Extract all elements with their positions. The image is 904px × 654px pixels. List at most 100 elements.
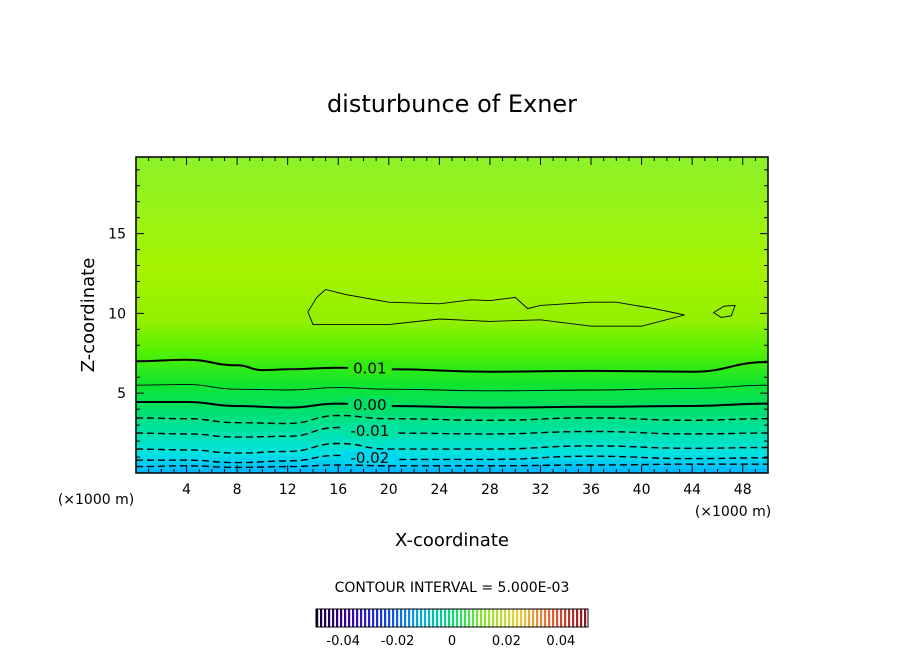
colorbar-tick-label: -0.02 (381, 634, 415, 649)
x-tick-label: 12 (279, 482, 297, 498)
colorbar-stripe (336, 609, 339, 627)
colorbar-stripe (560, 609, 563, 627)
y-tick-label: 10 (108, 306, 126, 322)
contour-label: 0.01 (353, 360, 386, 378)
colorbar-stripe (556, 609, 559, 627)
colorbar-stripe (396, 609, 399, 627)
x-tick-label: 36 (582, 482, 600, 498)
colorbar-tick-label: 0.04 (546, 634, 575, 649)
colorbar-stripe (344, 609, 347, 627)
colorbar-stripe (480, 609, 483, 627)
contour-line (136, 414, 768, 425)
colorbar-stripe (580, 609, 583, 627)
colorbar: -0.04 -0.02 0 0.02 0.04 (315, 608, 589, 649)
contour-line (712, 304, 736, 318)
colorbar-stripe (376, 609, 379, 627)
contour-label-gap (343, 449, 397, 464)
colorbar-stripe (548, 609, 551, 627)
contour-interval-text: CONTOUR INTERVAL = 5.000E-03 (335, 580, 570, 596)
colorbar-stripe (508, 609, 511, 627)
colorbar-stripe (572, 609, 575, 627)
colorbar-stripe (444, 609, 447, 627)
contour-label: -0.01 (350, 422, 389, 440)
colorbar-stripe (448, 609, 451, 627)
contour-labels: -0.02 -0.01 0.00 0.01 (343, 360, 397, 467)
colorbar-stripe (544, 609, 547, 627)
colorbar-stripe (564, 609, 567, 627)
colorbar-stripe (320, 609, 323, 627)
x-tick-label: 4 (182, 482, 191, 498)
colorbar-stripe (316, 609, 319, 627)
colorbar-stripe (436, 609, 439, 627)
field-fill (136, 157, 768, 473)
colorbar-stripe (512, 609, 515, 627)
colorbar-stripe (500, 609, 503, 627)
x-unit-left: (×1000 m) (58, 492, 134, 508)
colorbar-stripe (472, 609, 475, 627)
x-tick-label: 32 (532, 482, 550, 498)
colorbar-stripe (452, 609, 455, 627)
colorbar-stripe (424, 609, 427, 627)
colorbar-stripe (476, 609, 479, 627)
colorbar-stripe (412, 609, 415, 627)
colorbar-stripe (356, 609, 359, 627)
colorbar-stripe (416, 609, 419, 627)
colorbar-stripe (552, 609, 555, 627)
colorbar-stripe (352, 609, 355, 627)
colorbar-stripe (528, 609, 531, 627)
colorbar-stripe (464, 609, 467, 627)
colorbar-stripe (504, 609, 507, 627)
contour-line (136, 463, 768, 469)
colorbar-stripe (428, 609, 431, 627)
colorbar-stripe (328, 609, 331, 627)
colorbar-stripe (348, 609, 351, 627)
x-tick-label: 16 (329, 482, 347, 498)
colorbar-stripe (360, 609, 363, 627)
colorbar-stripe (420, 609, 423, 627)
x-tick-label: 24 (430, 482, 448, 498)
plot-area: -0.02 -0.01 0.00 0.01 (135, 156, 769, 474)
x-tick-label: 8 (233, 482, 242, 498)
colorbar-stripe (364, 609, 367, 627)
colorbar-stripe (524, 609, 527, 627)
y-tick-label: 15 (108, 227, 126, 243)
colorbar-stripe (532, 609, 535, 627)
colorbar-stripe (340, 609, 343, 627)
colorbar-stripe (484, 609, 487, 627)
colorbar-stripe (388, 609, 391, 627)
x-tick-label: 20 (380, 482, 398, 498)
colorbar-stripe (372, 609, 375, 627)
contour-label-gap (347, 360, 392, 375)
x-axis-label: X-coordinate (395, 530, 509, 551)
colorbar-tick-labels: -0.04 -0.02 0 0.02 0.04 (326, 634, 575, 649)
colorbar-stripe (380, 609, 383, 627)
y-tick-labels: 5 10 15 (108, 227, 126, 403)
contour-line (307, 289, 685, 327)
colorbar-stripe (460, 609, 463, 627)
colorbar-stripe (520, 609, 523, 627)
contour-label: -0.02 (350, 449, 389, 467)
colorbar-stripe (400, 609, 403, 627)
colorbar-stripe (392, 609, 395, 627)
colorbar-tick-label: 0.02 (492, 634, 521, 649)
colorbar-frame (315, 608, 589, 628)
contour-label: 0.00 (353, 396, 386, 414)
colorbar-stripe (408, 609, 411, 627)
colorbar-stripe (568, 609, 571, 627)
colorbar-stripe (368, 609, 371, 627)
colorbar-stripe (584, 609, 587, 627)
colorbar-stripes (316, 609, 587, 627)
contour-line (136, 383, 768, 392)
contour-line (136, 442, 768, 454)
colorbar-stripe (384, 609, 387, 627)
colorbar-stripe (516, 609, 519, 627)
colorbar-stripe (456, 609, 459, 627)
x-tick-label: 44 (683, 482, 701, 498)
contour-label-gap (347, 397, 392, 412)
colorbar-stripe (536, 609, 539, 627)
colorbar-stripe (576, 609, 579, 627)
x-tick-labels: 4 8 12 16 20 24 28 32 36 40 44 48 (182, 482, 752, 498)
x-tick-label: 28 (481, 482, 499, 498)
x-tick-label: 40 (633, 482, 651, 498)
